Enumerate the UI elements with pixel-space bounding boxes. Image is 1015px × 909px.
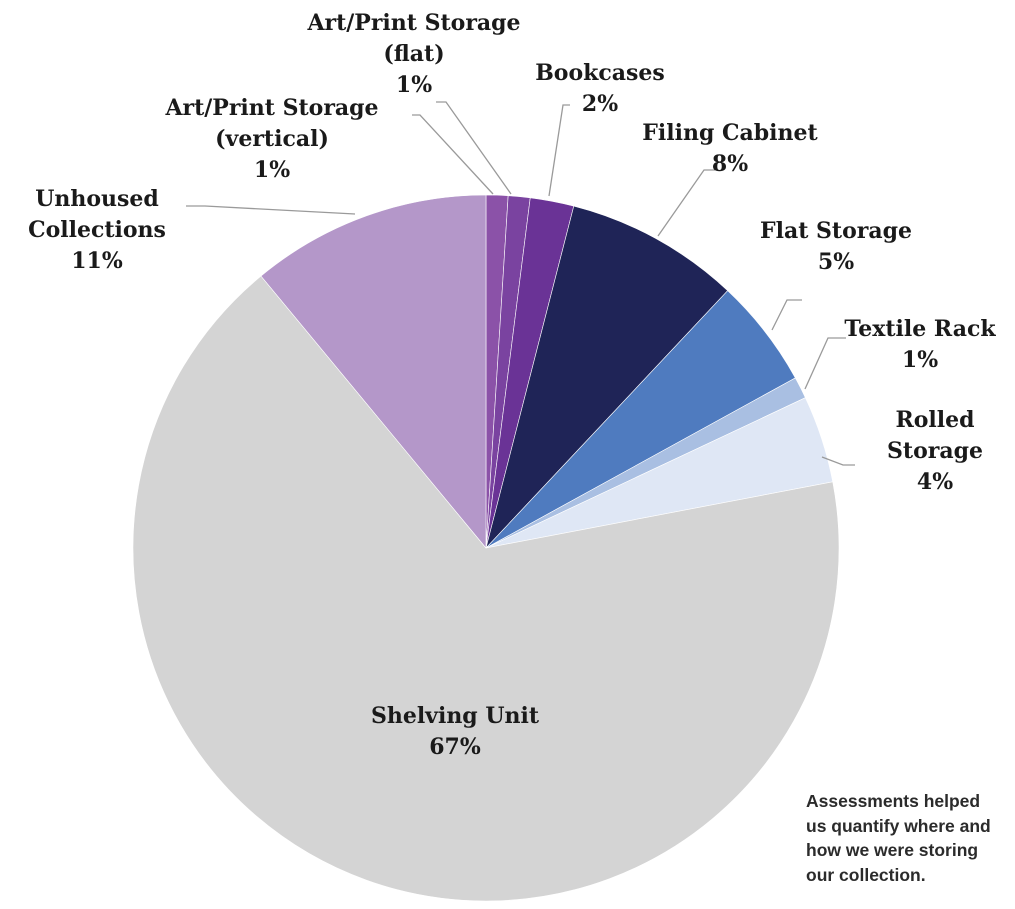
caption-line: our collection.	[806, 864, 926, 885]
slice-percent: 1%	[396, 72, 432, 98]
slice-name: Textile Rack	[844, 316, 996, 342]
slice-label-filing-cabinet: Filing Cabinet 8%	[642, 120, 818, 177]
slice-name: Flat Storage	[760, 218, 912, 244]
slice-name: Filing Cabinet	[642, 120, 818, 146]
slice-label-shelving-unit: Shelving Unit 67%	[371, 703, 540, 760]
leader-line-art-print-storage-flat	[436, 101, 512, 195]
slice-name: Shelving Unit	[371, 703, 540, 729]
slice-label-art-print-storage-flat: Art/Print Storage (flat) 1%	[306, 10, 520, 98]
slice-percent: 11%	[71, 248, 123, 274]
slice-name: Storage	[887, 438, 983, 464]
slice-label-unhoused-collections: Unhoused Collections 11%	[28, 186, 166, 274]
caption-line: us quantify where and	[806, 815, 991, 836]
pie-slice-filing-cabinet	[485, 205, 729, 549]
leader-line-art-print-storage-vertical	[412, 114, 494, 195]
leader-line-filing-cabinet	[657, 169, 715, 237]
leader-line-unhoused-collections	[186, 205, 356, 215]
slice-name: Collections	[28, 217, 166, 243]
slice-name: Bookcases	[535, 60, 665, 86]
leader-line-rolled-storage	[821, 456, 855, 466]
slice-percent: 1%	[902, 347, 938, 373]
slice-label-bookcases: Bookcases 2%	[535, 60, 665, 117]
caption: Assessments helped us quantify where and…	[806, 789, 1015, 887]
slice-label-rolled-storage: Rolled Storage 4%	[887, 407, 983, 495]
slice-percent: 67%	[429, 734, 481, 760]
slice-labels: Art/Print Storage (vertical) 1%Art/Print S…	[28, 10, 996, 760]
caption-line: how we were storing	[806, 840, 979, 860]
slice-label-textile-rack: Textile Rack 1%	[844, 316, 996, 373]
slice-percent: 4%	[917, 469, 953, 495]
slice-percent: 5%	[818, 249, 854, 275]
leader-line-bookcases	[548, 104, 570, 197]
leader-line-textile-rack	[804, 337, 846, 390]
pie-slice-unhoused-collections	[260, 194, 487, 549]
slice-name: (flat)	[383, 41, 444, 67]
caption-line: Assessments helped	[806, 791, 981, 811]
slice-name: Unhoused	[35, 186, 159, 212]
slice-label-art-print-storage-vertical: Art/Print Storage (vertical) 1%	[164, 95, 378, 183]
pie-slice-shelving-unit	[132, 275, 840, 902]
slice-label-flat-storage: Flat Storage 5%	[760, 218, 912, 275]
slice-name: Art/Print Storage	[306, 10, 520, 36]
slice-name: Art/Print Storage	[164, 95, 378, 121]
slice-name: (vertical)	[215, 126, 329, 152]
slice-percent: 8%	[712, 151, 748, 177]
pie-slices	[132, 194, 840, 902]
leader-line-flat-storage	[771, 299, 802, 331]
leader-lines	[186, 101, 855, 466]
slice-percent: 1%	[254, 157, 290, 183]
slice-name: Rolled	[895, 407, 974, 433]
slice-percent: 2%	[582, 91, 618, 117]
